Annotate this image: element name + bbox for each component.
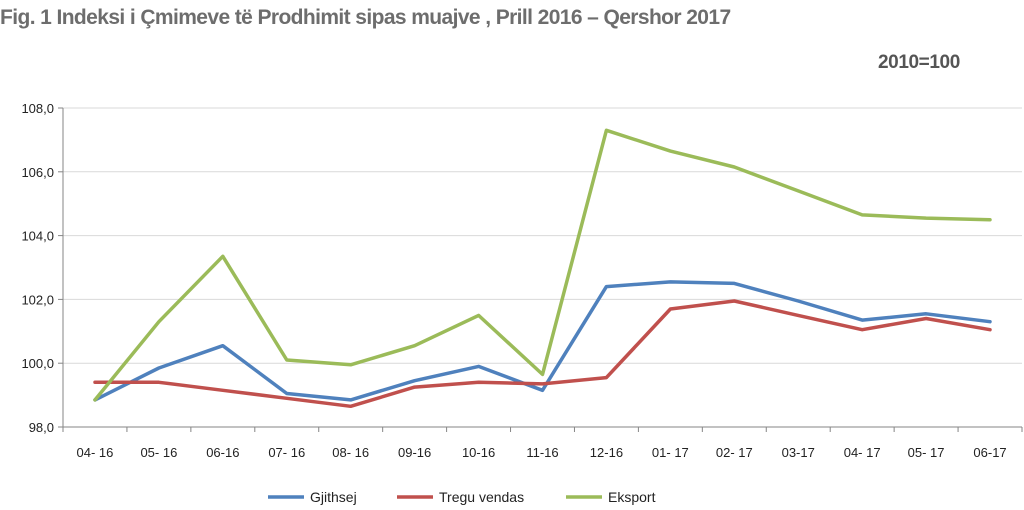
x-tick-label: 11-16	[526, 445, 558, 460]
grid-lines	[63, 107, 1022, 428]
y-tick-label: 102,0	[21, 292, 54, 307]
x-tick-label: 04- 16	[77, 445, 114, 460]
x-tick-label: 12-16	[590, 445, 623, 460]
x-tick-label: 07- 16	[268, 445, 305, 460]
x-tick-label: 05- 16	[140, 445, 177, 460]
series-line-eksport	[93, 128, 992, 402]
x-tick-label: 04- 17	[844, 445, 881, 460]
x-tick-label: 06-17	[973, 445, 1006, 460]
series-line-gjithsej	[93, 280, 992, 402]
x-tick-label: 06-16	[206, 445, 239, 460]
y-tick-label: 100,0	[21, 356, 54, 371]
x-tick-label: 10-16	[462, 445, 495, 460]
y-tick-label: 104,0	[21, 229, 54, 244]
x-tick-label: 05- 17	[908, 445, 945, 460]
axes	[58, 107, 1023, 432]
y-tick-label: 106,0	[21, 165, 54, 180]
legend-label: Eksport	[608, 489, 656, 505]
legend-label: Gjithsej	[310, 489, 357, 505]
x-tick-label: 09-16	[398, 445, 431, 460]
y-tick-label: 108,0	[21, 101, 54, 116]
x-tick-label: 03-17	[782, 445, 815, 460]
x-tick-label: 08- 16	[332, 445, 369, 460]
x-tick-label: 02- 17	[716, 445, 753, 460]
legend: Gjithsej Tregu vendas Eksport	[268, 489, 656, 505]
chart-subtitle: 2010=100	[878, 52, 960, 73]
series-line-tregu-vendas	[93, 299, 992, 409]
chart-title: Fig. 1 Indeksi i Çmimeve të Prodhimit si…	[0, 6, 731, 29]
y-tick-labels: 98,0 100,0 102,0 104,0 106,0 108,0	[21, 101, 54, 435]
x-tick-labels: 04- 16 05- 16 06-16 07- 16 08- 16 09-16 10-16 1…	[77, 445, 1007, 460]
series-lines	[93, 128, 992, 409]
legend-label: Tregu vendas	[439, 489, 524, 505]
y-tick-label: 98,0	[29, 420, 54, 435]
x-tick-label: 01- 17	[652, 445, 689, 460]
